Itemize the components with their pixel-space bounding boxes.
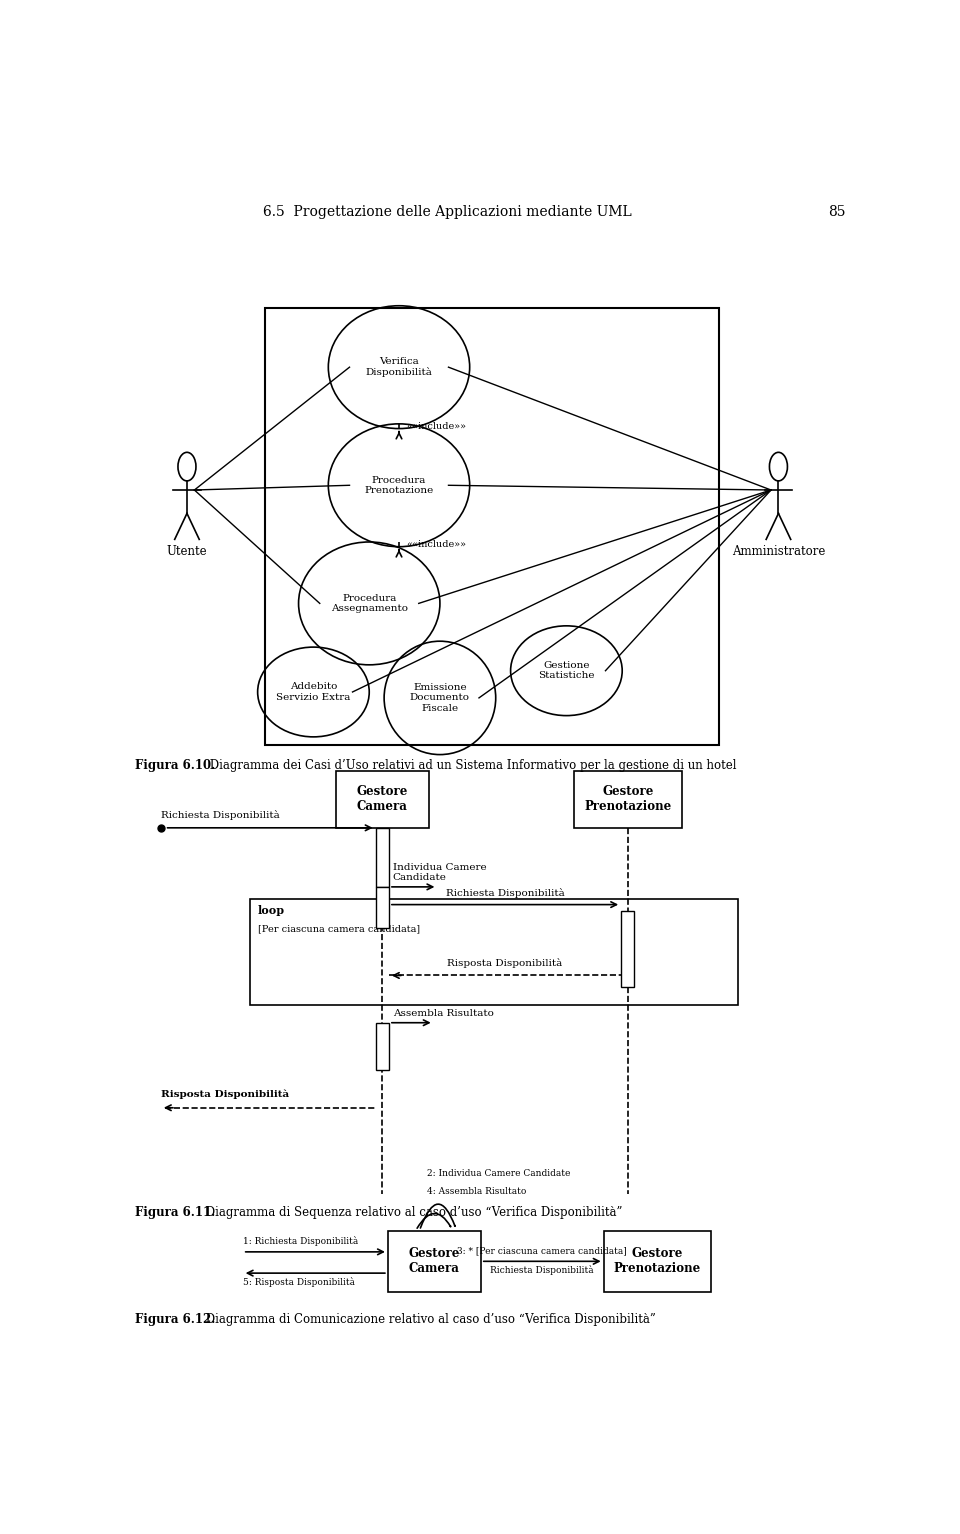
Text: Risposta Disponibilità: Risposta Disponibilità (447, 959, 563, 968)
Text: Gestore
Prenotazione: Gestore Prenotazione (584, 785, 671, 813)
FancyArrowPatch shape (420, 1204, 455, 1229)
Bar (375, 828, 389, 887)
Text: Individua Camere
Candidate: Individua Camere Candidate (393, 862, 487, 882)
Text: 3: * [Per ciascuna camera candidata]: 3: * [Per ciascuna camera candidata] (457, 1247, 627, 1255)
Text: Richiesta Disponibilità: Richiesta Disponibilità (491, 1266, 594, 1275)
Text: 85: 85 (828, 206, 846, 219)
Text: 1: Richiesta Disponibilità: 1: Richiesta Disponibilità (243, 1236, 358, 1246)
Text: Figura 6.10.: Figura 6.10. (134, 759, 215, 772)
Text: Risposta Disponibilità: Risposta Disponibilità (161, 1091, 289, 1100)
Text: Figura 6.12.: Figura 6.12. (134, 1313, 215, 1327)
Text: Richiesta Disponibilità: Richiesta Disponibilità (161, 810, 279, 819)
FancyArrowPatch shape (418, 1213, 450, 1229)
Text: ««include»»: ««include»» (406, 540, 467, 549)
Bar (375, 887, 389, 928)
Text: 2: Individua Camere Candidate: 2: Individua Camere Candidate (427, 1169, 570, 1178)
Bar (388, 1230, 481, 1292)
Text: Gestore
Camera: Gestore Camera (409, 1247, 460, 1275)
Text: ««include»»: ««include»» (406, 422, 467, 431)
Text: Emissione
Documento
Fiscale: Emissione Documento Fiscale (410, 683, 470, 713)
Text: Diagramma di Sequenza relativo al caso d’uso “Verifica Disponibilità”: Diagramma di Sequenza relativo al caso d… (202, 1206, 622, 1220)
Text: loop: loop (257, 905, 285, 916)
Text: Assembla Risultato: Assembla Risultato (393, 1009, 493, 1019)
Bar (375, 1023, 389, 1071)
Text: Diagramma dei Casi d’Uso relativi ad un Sistema Informativo per la gestione di u: Diagramma dei Casi d’Uso relativi ad un … (205, 759, 736, 772)
Text: Richiesta Disponibilità: Richiesta Disponibilità (445, 888, 564, 897)
Bar (336, 772, 429, 828)
Text: Diagramma di Comunicazione relativo al caso d’uso “Verifica Disponibilità”: Diagramma di Comunicazione relativo al c… (202, 1313, 656, 1327)
Text: Amministratore: Amministratore (732, 545, 826, 558)
Text: 4: Assembla Risultato: 4: Assembla Risultato (427, 1187, 526, 1197)
Text: Gestione
Statistiche: Gestione Statistiche (539, 661, 594, 681)
Text: Utente: Utente (167, 545, 207, 558)
Text: [Per ciascuna camera candidata]: [Per ciascuna camera candidata] (257, 925, 420, 934)
Text: Gestore
Prenotazione: Gestore Prenotazione (613, 1247, 701, 1275)
Text: Addebito
Servizio Extra: Addebito Servizio Extra (276, 683, 350, 701)
Text: Procedura
Prenotazione: Procedura Prenotazione (365, 476, 434, 495)
Text: 6.5  Progettazione delle Applicazioni mediante UML: 6.5 Progettazione delle Applicazioni med… (263, 206, 632, 219)
Text: 5: Risposta Disponibilità: 5: Risposta Disponibilità (243, 1276, 355, 1287)
Bar (265, 308, 719, 746)
Text: Verifica
Disponibilità: Verifica Disponibilità (366, 357, 432, 377)
Bar (574, 772, 682, 828)
Text: Procedura
Assegnamento: Procedura Assegnamento (331, 594, 408, 614)
Bar (604, 1230, 711, 1292)
Bar (251, 899, 737, 1005)
Text: Figura 6.11.: Figura 6.11. (134, 1206, 215, 1220)
Text: Gestore
Camera: Gestore Camera (356, 785, 408, 813)
Bar (621, 911, 635, 988)
